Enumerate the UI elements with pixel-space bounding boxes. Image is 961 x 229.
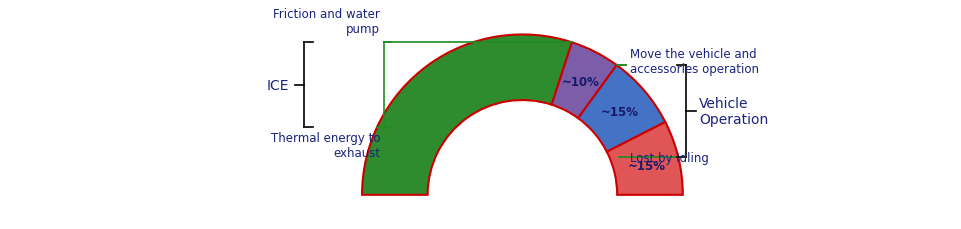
Text: ~10%: ~10% [561,75,600,88]
Text: ~15%: ~15% [628,159,665,172]
Wedge shape [579,66,665,152]
Text: ICE: ICE [266,78,289,92]
Text: ~15%: ~15% [601,106,638,119]
Text: Lost by Idling: Lost by Idling [629,151,709,164]
Text: Vehicle
Operation: Vehicle Operation [700,97,769,127]
Wedge shape [362,35,572,195]
Text: Friction and water
pump: Friction and water pump [273,8,381,36]
Wedge shape [552,43,617,119]
Wedge shape [606,123,682,195]
Text: Move the vehicle and
accessories operation: Move the vehicle and accessories operati… [629,48,759,76]
Text: Thermal energy to
exhaust: Thermal energy to exhaust [271,131,381,159]
